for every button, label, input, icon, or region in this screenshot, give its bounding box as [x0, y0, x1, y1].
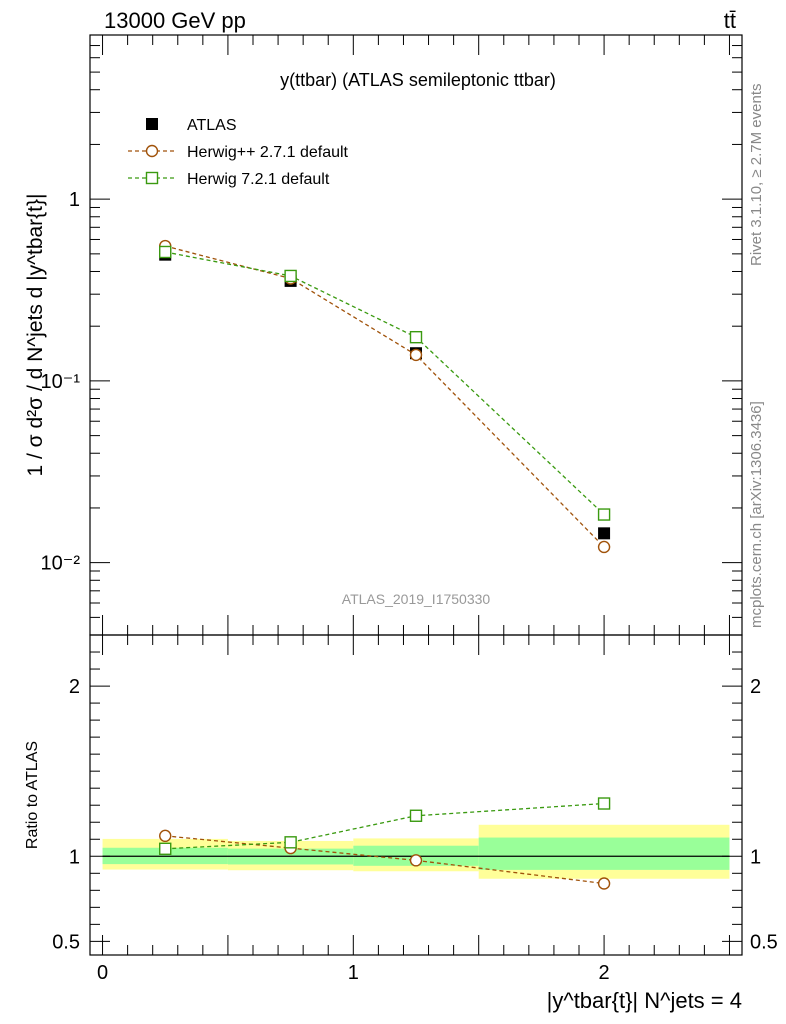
main-y-tick-label: 10⁻² [41, 553, 81, 575]
legend-marker [145, 144, 159, 158]
legend-marker [145, 171, 159, 185]
data-point [284, 269, 297, 283]
energy-label: 13000 GeV pp [104, 8, 246, 33]
ratio-y-tick-label-right: 2 [750, 676, 761, 698]
main-series [159, 239, 611, 554]
series-0 [159, 248, 611, 540]
legend-label: ATLAS [187, 117, 237, 134]
legend: ATLAS Herwig++ 2.7.1 default Herwig 7.2.1 … [128, 117, 349, 188]
main-y-axis-label: 1 / σ d²σ / d N^jets d |y^tbar{t}| [24, 194, 47, 477]
x-tick-label: 0 [97, 962, 108, 984]
ratio-point [159, 842, 172, 855]
main-ticks: 1 10⁻¹ 10⁻² [41, 34, 742, 636]
ratio-point [597, 797, 611, 810]
ratio-y-tick-label-right: 1 [750, 846, 761, 868]
x-tick-label: 2 [599, 962, 610, 984]
ratio-point [409, 854, 423, 867]
series-1 [159, 239, 611, 554]
legend-label: Herwig 7.2.1 default [187, 171, 330, 188]
ratio-line [165, 802, 605, 850]
ratio-point [159, 829, 172, 843]
ratio-line [165, 835, 605, 885]
series-line [165, 245, 605, 548]
main-title: y(ttbar) (ATLAS semileptonic ttbar) [280, 70, 556, 90]
data-point [598, 527, 611, 540]
ratio-point [597, 877, 611, 890]
ratio-bands [102, 824, 730, 879]
ratio-ticks: 0.5 0.5 1 1 2 2 0 1 2 [52, 635, 778, 984]
ratio-y-axis-label: Ratio to ATLAS [24, 741, 41, 849]
ratio-series-1 [159, 797, 611, 855]
main-panel: y(ttbar) (ATLAS semileptonic ttbar) ATLA… [24, 34, 743, 636]
ratio-point [284, 836, 297, 849]
x-axis-label: |y^tbar{t}| N^jets = 4 [547, 988, 742, 1013]
data-point [159, 245, 172, 259]
ratio-y-tick-label: 2 [69, 676, 80, 698]
data-point [597, 540, 611, 554]
ratio-y-tick-label: 0.5 [52, 931, 80, 953]
rivet-label: Rivet 3.1.10, ≥ 2.7M events [748, 84, 765, 267]
legend-marker [146, 118, 158, 130]
process-label: tt̄ [724, 8, 736, 33]
main-y-tick-label: 1 [69, 189, 80, 211]
data-point [409, 348, 423, 362]
analysis-id: ATLAS_2019_I1750330 [342, 591, 491, 607]
data-point [409, 330, 423, 344]
ratio-panel: Ratio to ATLAS |y^tbar{t}| N^jets = 4 0.… [24, 634, 778, 1013]
data-point [597, 508, 611, 521]
ratio-y-tick-label-right: 0.5 [750, 931, 778, 953]
main-y-tick-label: 10⁻¹ [41, 371, 81, 393]
ratio-point [409, 809, 423, 822]
mcplots-label: mcplots.cern.ch [arXiv:1306.3436] [748, 401, 765, 628]
x-tick-label: 1 [348, 962, 359, 984]
series-2 [159, 245, 611, 521]
ratio-y-tick-label: 1 [69, 846, 80, 868]
band-inner [478, 837, 730, 870]
series-line [165, 251, 605, 516]
legend-label: Herwig++ 2.7.1 default [187, 144, 349, 161]
ratio-frame [89, 634, 743, 956]
ratio-series [159, 797, 611, 890]
